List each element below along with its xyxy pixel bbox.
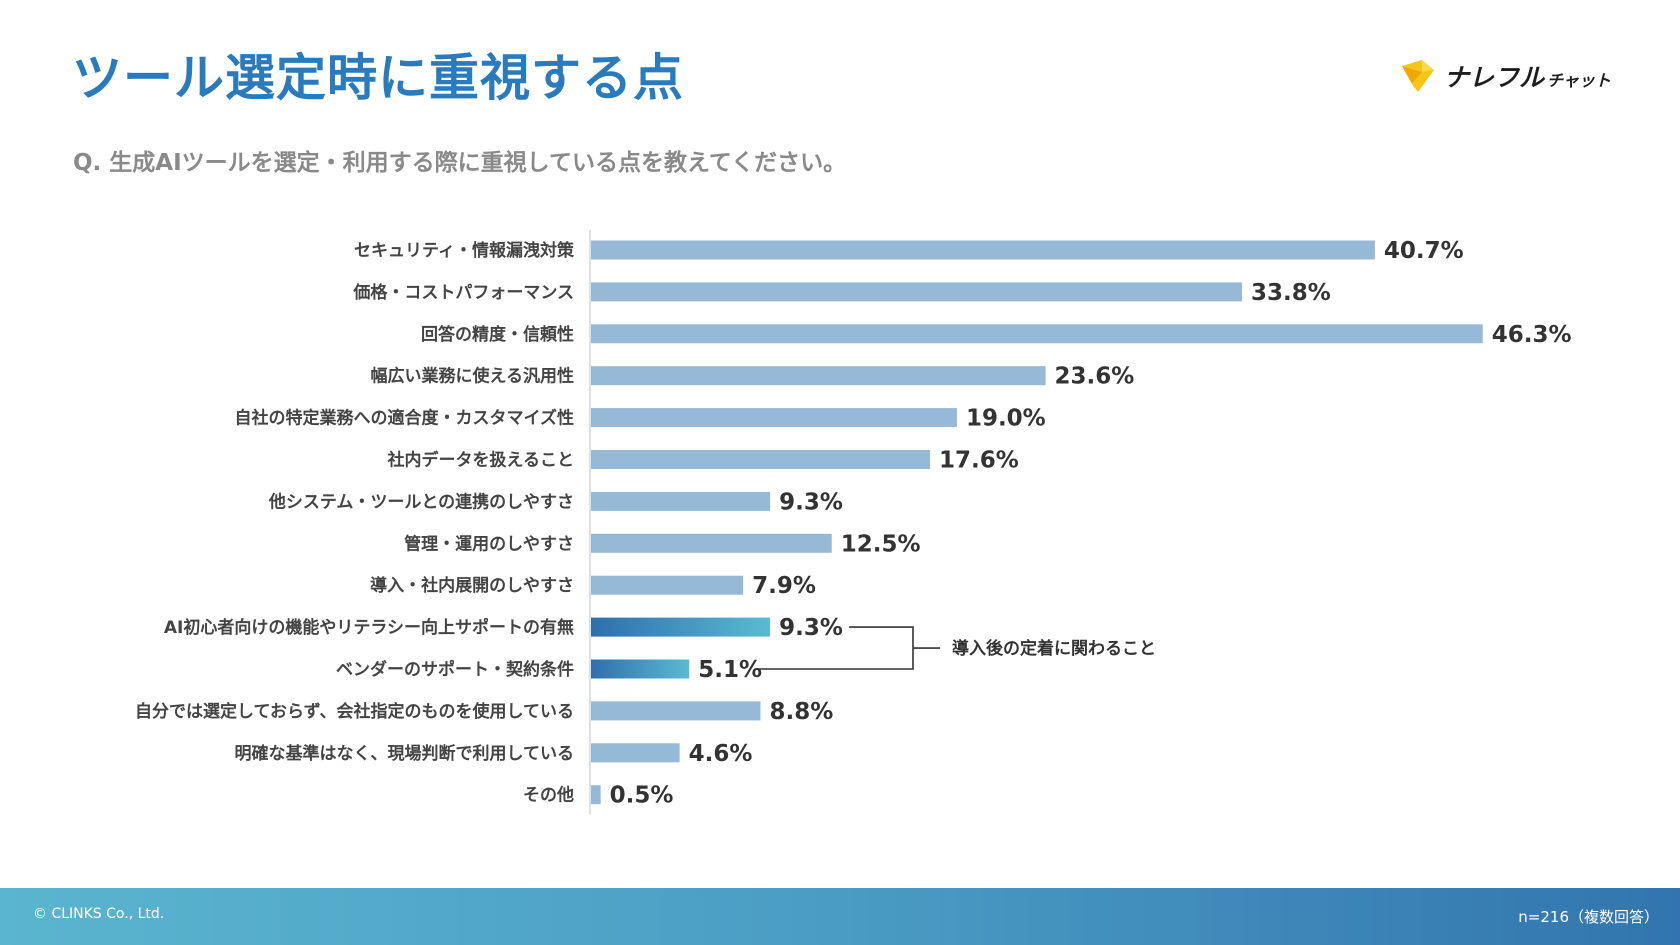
category-label: 価格・コストパフォーマンス xyxy=(352,282,574,303)
category-label: 他システム・ツールとの連携のしやすさ xyxy=(268,491,574,512)
category-label: AI初心者向けの機能やリテラシー向上サポートの有無 xyxy=(164,617,574,638)
value-label: 0.5% xyxy=(610,783,674,809)
sample-size-note: n=216（複数回答） xyxy=(1518,908,1659,926)
logo-text: ナレフル チャット xyxy=(1444,58,1611,94)
category-label: その他 xyxy=(523,785,574,806)
category-label: 管理・運用のしやすさ xyxy=(404,533,574,554)
category-label: セキュリティ・情報漏洩対策 xyxy=(354,240,575,261)
bar xyxy=(591,408,957,428)
category-label: 導入・社内展開のしやすさ xyxy=(370,575,574,596)
value-label: 9.3% xyxy=(779,615,843,641)
bar xyxy=(591,366,1046,386)
logo-sub: チャット xyxy=(1547,71,1611,90)
bar xyxy=(591,450,930,469)
value-label: 23.6% xyxy=(1055,364,1135,390)
value-label: 17.6% xyxy=(939,448,1019,474)
value-label: 46.3% xyxy=(1492,322,1572,348)
category-label: 回答の精度・信頼性 xyxy=(421,324,574,345)
category-label: 明確な基準はなく、現場判断で利用している xyxy=(235,743,575,764)
bar xyxy=(591,701,761,721)
brand-logo: ナレフル チャット xyxy=(1398,52,1623,100)
value-label: 9.3% xyxy=(779,489,843,515)
survey-question: Q. 生成AIツールを選定・利用する際に重視している点を教えてください。 xyxy=(73,150,847,176)
bar xyxy=(591,617,771,637)
bar xyxy=(591,324,1483,344)
category-label: ベンダーのサポート・契約条件 xyxy=(336,659,574,680)
annotation-label: 導入後の定着に関わること xyxy=(952,638,1156,659)
bar xyxy=(591,785,601,805)
value-label: 12.5% xyxy=(841,531,921,557)
logo-name: ナレフル xyxy=(1444,63,1545,92)
value-label: 4.6% xyxy=(689,741,753,767)
bar xyxy=(591,491,771,511)
value-label: 19.0% xyxy=(966,406,1046,432)
bar xyxy=(591,659,690,679)
category-label: 幅広い業務に使える汎用性 xyxy=(371,366,575,387)
value-label: 33.8% xyxy=(1251,280,1331,306)
bar xyxy=(591,282,1242,302)
footer-bar: © CLINKS Co., Ltd. n=216（複数回答） xyxy=(0,888,1680,945)
value-label: 5.1% xyxy=(698,657,762,683)
value-label: 40.7% xyxy=(1384,238,1464,264)
horizontal-bar-chart: セキュリティ・情報漏洩対策 40.7% 価格・コストパフォーマンス 33.8% 回答の精… xyxy=(135,230,1572,815)
page-title: ツール選定時に重視する点 xyxy=(72,49,684,107)
value-label: 7.9% xyxy=(752,573,816,599)
value-label: 8.8% xyxy=(769,699,833,725)
category-label: 社内データを扱えること xyxy=(387,450,575,471)
bar xyxy=(591,743,680,763)
category-label: 自社の特定業務への適合度・カスタマイズ性 xyxy=(235,408,575,429)
bar xyxy=(591,240,1375,260)
bar xyxy=(591,533,832,553)
yellow-chevron-logo-icon xyxy=(1402,60,1434,92)
copyright-text: © CLINKS Co., Ltd. xyxy=(33,906,165,922)
bar xyxy=(591,575,744,595)
category-label: 自分では選定しておらず、会社指定のものを使用している xyxy=(135,701,574,722)
